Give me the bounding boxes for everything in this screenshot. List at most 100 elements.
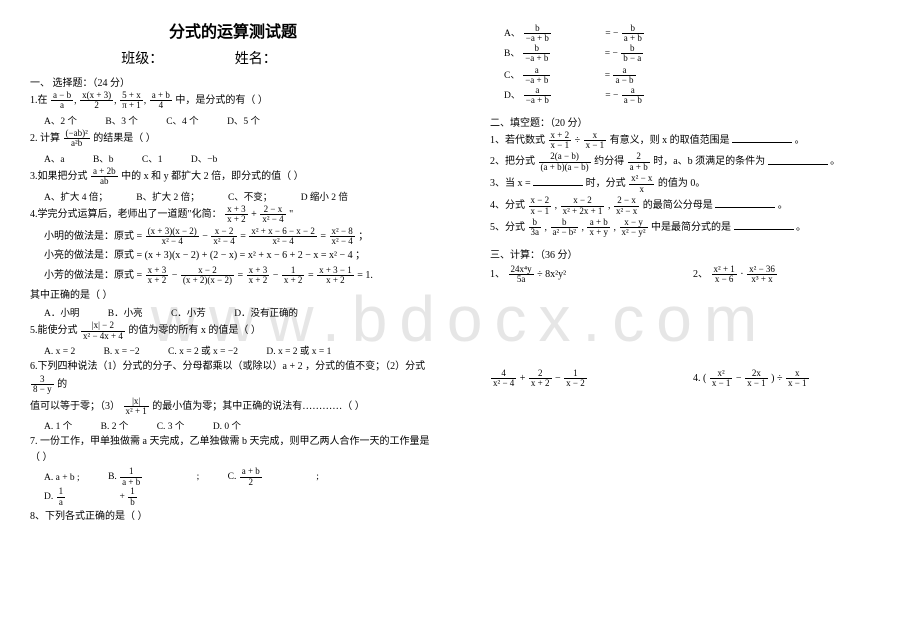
- calc-2: 2、 x² + 1x − 6 · x² − 36x³ + x: [693, 265, 896, 285]
- main-title: 分式的运算测试题: [30, 18, 436, 42]
- ming-f1: (x + 3)(x − 2)x² − 4: [146, 227, 199, 247]
- f2-lead: 2、把分式: [490, 157, 535, 168]
- fang-lead: 小芳的做法是：原式 =: [44, 270, 142, 281]
- calc-gap-2: [490, 307, 896, 327]
- c3-frac3: 1x − 2: [564, 369, 587, 389]
- calc-1: 1、 24x⁴y5a ÷ 8x²y²: [490, 265, 693, 285]
- ming-f2: x − 2x² − 4: [211, 227, 236, 247]
- q8-opt-c: C、 a−a + b = aa − b: [504, 66, 688, 86]
- class-label: 班级：: [121, 48, 231, 68]
- q1-frac4: a + b4: [150, 91, 172, 111]
- q4-frac2: 2 − xx² − 4: [260, 205, 285, 225]
- f3-lead: 3、当 x =: [490, 178, 531, 189]
- q6-opt-a: A. 1 个: [44, 418, 72, 432]
- f5-lead: 5、分式: [490, 222, 525, 233]
- q7-opt-b: B. 1a + b ;: [108, 467, 199, 487]
- ming-f3: x² + x − 6 − x − 2x² − 4: [249, 227, 317, 247]
- q1-frac3: 5 + xπ + 1: [120, 91, 143, 111]
- q2-lead: 2. 计算: [30, 133, 60, 144]
- f3-frac: x² − xx: [629, 174, 654, 194]
- q8-options-row2: C、 a−a + b = aa − b D、 a−a + b = − aa − …: [504, 66, 896, 106]
- q1-opt-b: B、3 个: [105, 113, 137, 127]
- q3-lead: 3.如果把分式: [30, 171, 88, 182]
- f1-tail: 有意义，则 x 的取值范围是: [610, 135, 730, 146]
- c4-frac2: 2xx − 1: [745, 369, 768, 389]
- f2-frac2: 2a + b: [628, 152, 650, 172]
- q5-tail: 的值为零的所有 x 的值是（ ）: [128, 325, 261, 336]
- q3-options: A、扩大 4 倍； B、扩大 2 倍； C、不变； D 缩小 2 倍: [44, 189, 436, 203]
- q1-tail: 中，是分式的有（ ）: [175, 95, 268, 106]
- question-5: 5.能使分式 |x| − 2x² − 4x + 4 的值为零的所有 x 的值是（…: [30, 321, 436, 341]
- q8-opt-d: D、 a−a + b = − aa − b: [504, 86, 696, 106]
- xiaoming-solution: 小明的做法是：原式 = (x + 3)(x − 2)x² − 4 − x − 2…: [44, 227, 436, 247]
- q2-options: A、a B、b C、1 D、−b: [44, 151, 436, 165]
- question-4: 4.学完分式运算后，老师出了一道题"化简： x + 3x + 2 + 2 − x…: [30, 205, 436, 225]
- q4-frac1: x + 3x + 2: [225, 205, 248, 225]
- f2-tail: 时，a、b 须满足的条件为: [653, 157, 765, 168]
- f1-frac2: xx − 1: [584, 131, 607, 151]
- question-6-line1: 6.下列四种说法（1）分式的分子、分母都乘以（或除以）a + 2 ，分式的值不变…: [30, 359, 436, 394]
- f5-blank: [734, 220, 794, 230]
- q2-opt-d: D、−b: [191, 151, 217, 165]
- calc-4: 4. ( x²x − 1 − 2xx − 1 ) ÷ xx − 1: [693, 369, 896, 389]
- fang-f5: x + 3 − 1x + 2: [317, 266, 354, 286]
- f4-lead: 4、分式: [490, 200, 525, 211]
- f1-period: 。: [795, 135, 805, 146]
- c2-frac1: x² + 1x − 6: [712, 265, 737, 285]
- q5-opt-d: D. x = 2 或 x = 1: [266, 343, 331, 357]
- q6-options: A. 1 个 B. 2 个 C. 3 个 D. 0 个: [44, 418, 436, 432]
- f4-frac1: x − 2x − 1: [529, 196, 552, 216]
- q6-opt-d: D. 0 个: [213, 418, 241, 432]
- q3-opt-c: C、不变；: [228, 189, 272, 203]
- q1-frac1: a − ba: [51, 91, 73, 111]
- q4-options: A．小明 B．小亮 C．小芳 D．没有正确的: [44, 305, 436, 319]
- question-7: 7. 一份工作，甲单独做需 a 天完成，乙单独做需 b 天完成，则甲乙两人合作一…: [30, 434, 436, 465]
- q2-opt-b: B、b: [93, 151, 114, 165]
- fill-1: 1、若代数式 x + 2x − 1 ÷ xx − 1 有意义，则 x 的取值范围…: [490, 131, 896, 151]
- q4-opt-d: D．没有正确的: [234, 305, 298, 319]
- fill-5: 5、分式 b3a , ba² − b² , a + bx + y , x − y…: [490, 218, 896, 238]
- q6-frac: 38 − y: [31, 375, 54, 395]
- q1-options: A、2 个 B、3 个 C、4 个 D、5 个: [44, 113, 436, 127]
- c4-frac3: xx − 1: [786, 369, 809, 389]
- question-2: 2. 计算 (−ab)²a²b 的结果是（ ）: [30, 129, 436, 149]
- q6-line2b: 的最小值为零；其中正确的说法有…………（ ）: [152, 401, 365, 412]
- q5-options: A. x = 2 B. x = −2 C. x = 2 或 x = −2 D. …: [44, 343, 436, 357]
- q1-opt-c: C、4 个: [166, 113, 198, 127]
- q2-frac: (−ab)²a²b: [64, 129, 90, 149]
- calc-gap-3: [490, 327, 896, 347]
- c2-lead: 2、: [693, 269, 708, 280]
- f5-frac1: b3a: [529, 218, 542, 238]
- ming-end: ；: [358, 231, 368, 242]
- q3-frac: a + 2bab: [91, 167, 118, 187]
- q2-tail: 的结果是（ ）: [93, 133, 156, 144]
- f1-lead: 1、若代数式: [490, 135, 545, 146]
- q7-opt-a: A. a + b ;: [44, 473, 80, 483]
- q4-opt-c: C．小芳: [171, 305, 206, 319]
- c3-frac1: 4x² − 4: [491, 369, 516, 389]
- ming-lead: 小明的做法是：原式 =: [44, 231, 142, 242]
- f2-mid: 约分得: [594, 157, 624, 168]
- f5-tail: 中是最简分式的是: [651, 222, 731, 233]
- q5-opt-a: A. x = 2: [44, 347, 75, 357]
- q5-frac: |x| − 2x² − 4x + 4: [81, 321, 125, 341]
- c1-tail: ÷ 8x²y²: [537, 269, 566, 280]
- f1-frac1: x + 2x − 1: [549, 131, 572, 151]
- q4-lead: 4.学完分式运算后，老师出了一道题"化简：: [30, 209, 222, 220]
- question-6-line2: 值可以等于零；（3） |x|x² + 1 的最小值为零；其中正确的说法有……………: [30, 397, 436, 417]
- q5-lead: 5.能使分式: [30, 325, 78, 336]
- name-label: 姓名：: [235, 48, 345, 68]
- f4-tail: 的最简公分母是: [643, 200, 713, 211]
- page-container: 分式的运算测试题 班级： 姓名： 一、 选择题：（24 分） 1.在 a − b…: [0, 0, 920, 637]
- calc-gap-1: [490, 287, 896, 307]
- fill-4: 4、分式 x − 2x − 1 , x − 2x² + 2x + 1 , 2 −…: [490, 196, 896, 216]
- fang-f4: 1x + 2: [282, 266, 305, 286]
- q7-opt-d: D. 1a + 1b: [44, 487, 189, 507]
- q3-opt-d: D 缩小 2 倍: [301, 189, 348, 203]
- student-info-line: 班级： 姓名：: [30, 48, 436, 68]
- question-8: 8、下列各式正确的是（ ）: [30, 509, 436, 525]
- q5-opt-b: B. x = −2: [104, 347, 140, 357]
- c2-frac2: x² − 36x³ + x: [747, 265, 777, 285]
- f5-period: 。: [796, 222, 806, 233]
- f4-blank: [715, 198, 775, 208]
